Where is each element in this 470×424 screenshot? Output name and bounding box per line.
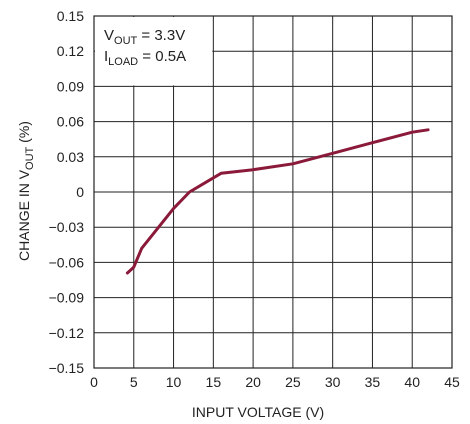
x-tick-label: 0 <box>90 374 98 390</box>
y-tick-label: −0.15 <box>49 360 85 376</box>
x-tick-label: 45 <box>444 374 460 390</box>
annotation-vout: VOUT = 3.3V <box>104 27 185 47</box>
annotation-iload: ILOAD = 0.5A <box>104 48 186 68</box>
x-tick-label: 40 <box>404 374 420 390</box>
y-tick-label: 0.09 <box>57 78 84 94</box>
y-axis-ticks: 0.15 0.12 0.09 0.06 0.03 0 −0.03 −0.06 −0.09 −0.1… <box>49 8 85 376</box>
series-line <box>125 128 430 275</box>
y-axis-title: CHANGE IN VOUT (%) <box>16 121 36 261</box>
grid-lines <box>94 16 452 368</box>
x-axis-title: INPUT VOLTAGE (V) <box>192 404 324 420</box>
y-tick-label: 0.06 <box>57 114 84 130</box>
x-tick-label: 5 <box>130 374 138 390</box>
x-tick-label: 20 <box>245 374 261 390</box>
x-axis-ticks: 0 5 10 15 20 25 30 35 40 45 <box>90 374 460 390</box>
y-tick-label: −0.12 <box>49 325 85 341</box>
y-tick-label: 0.15 <box>57 8 84 24</box>
y-tick-label: 0.03 <box>57 149 84 165</box>
y-tick-label: 0.12 <box>57 43 84 59</box>
plot-frame <box>93 15 453 369</box>
x-tick-label: 30 <box>325 374 341 390</box>
x-tick-label: 10 <box>166 374 182 390</box>
x-tick-label: 35 <box>365 374 381 390</box>
x-tick-label: 15 <box>206 374 222 390</box>
y-tick-label: −0.09 <box>49 290 85 306</box>
x-tick-label: 25 <box>285 374 301 390</box>
y-tick-label: −0.03 <box>49 219 85 235</box>
y-tick-label: 0 <box>76 184 84 200</box>
annotation-box <box>95 17 213 86</box>
y-tick-label: −0.06 <box>49 254 85 270</box>
